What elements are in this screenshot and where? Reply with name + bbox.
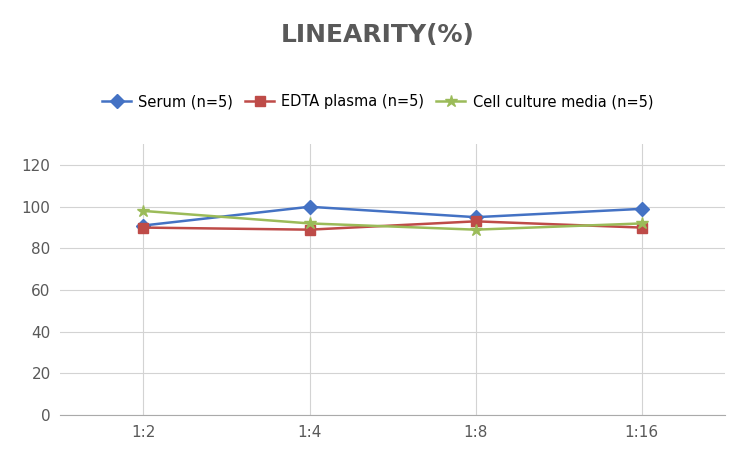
Serum (n=5) [637,206,646,212]
Line: Serum (n=5): Serum (n=5) [139,202,646,230]
Cell culture media (n=5) [637,221,646,226]
Serum (n=5) [305,204,314,209]
Cell culture media (n=5) [305,221,314,226]
Cell culture media (n=5) [139,208,148,214]
Serum (n=5) [139,223,148,228]
Line: Cell culture media (n=5): Cell culture media (n=5) [137,205,648,236]
Serum (n=5) [471,215,480,220]
Legend: Serum (n=5), EDTA plasma (n=5), Cell culture media (n=5): Serum (n=5), EDTA plasma (n=5), Cell cul… [96,88,659,115]
Cell culture media (n=5) [471,227,480,232]
EDTA plasma (n=5) [637,225,646,230]
EDTA plasma (n=5) [305,227,314,232]
EDTA plasma (n=5) [139,225,148,230]
Text: LINEARITY(%): LINEARITY(%) [281,23,474,46]
Line: EDTA plasma (n=5): EDTA plasma (n=5) [139,216,646,235]
EDTA plasma (n=5) [471,219,480,224]
